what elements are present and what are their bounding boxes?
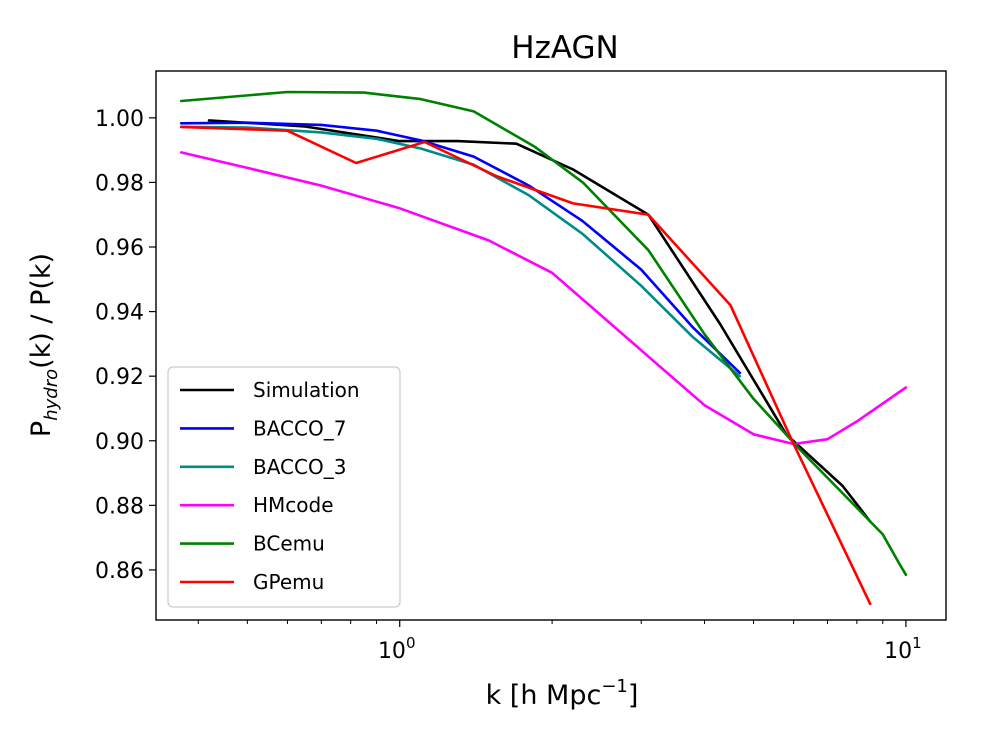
- x-axis-label: k [h Mpc−1]: [486, 676, 639, 711]
- chart-title: HzAGN: [511, 30, 618, 66]
- y-tick-label: 0.98: [95, 171, 144, 196]
- legend-label: BCemu: [253, 532, 325, 556]
- y-tick-label: 1.00: [95, 107, 144, 132]
- x-axis-ticks: 100 101: [197, 620, 922, 664]
- series-line-hmcode: [179, 151, 908, 446]
- legend-frame: [167, 366, 401, 608]
- y-tick-label: 0.96: [95, 236, 144, 261]
- series-line-gpemu: [179, 125, 872, 606]
- legend-label: BACCO_3: [253, 455, 346, 479]
- y-tick-label: 0.92: [95, 365, 144, 390]
- legend: Simulation BACCO_7 BACCO_3 HMcode BCemu GPemu: [167, 366, 401, 608]
- x-tick-label: 100: [378, 634, 416, 664]
- x-tick-label: 101: [884, 634, 922, 664]
- y-tick-label: 0.90: [95, 430, 144, 455]
- y-tick-label: 0.88: [95, 494, 144, 519]
- plot-lines: [179, 90, 908, 606]
- y-axis-ticks: 0.86 0.88 0.90 0.92 0.94 0.96 0.98 1.00: [95, 107, 156, 584]
- y-tick-label: 0.94: [95, 301, 144, 326]
- y-tick-label: 0.86: [95, 559, 144, 584]
- series-line-bacco-7: [179, 121, 742, 375]
- series-line-bcemu: [179, 90, 908, 577]
- series-line-simulation: [207, 119, 872, 523]
- series-line-bacco-3: [179, 125, 742, 378]
- legend-label: GPemu: [253, 570, 324, 594]
- legend-label: Simulation: [253, 378, 360, 402]
- legend-label: BACCO_7: [253, 416, 346, 440]
- plot-frame: [155, 70, 947, 621]
- y-axis-label: Phydro(k) / P(k): [26, 253, 62, 437]
- legend-label: HMcode: [253, 493, 334, 517]
